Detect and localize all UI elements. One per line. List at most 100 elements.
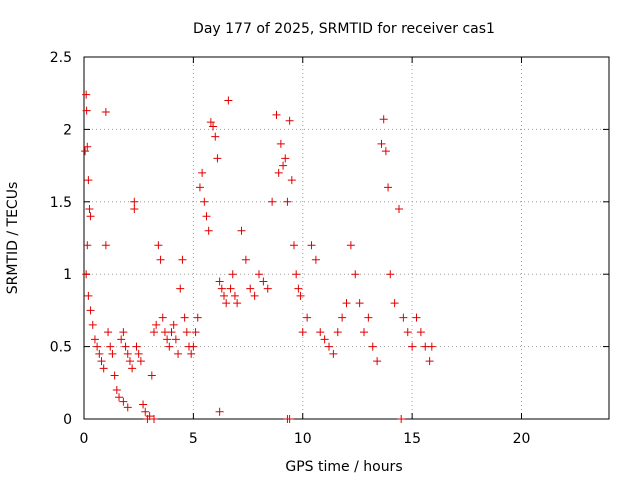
data-point xyxy=(156,255,165,264)
data-point xyxy=(145,412,154,421)
data-point xyxy=(134,349,143,358)
x-tick-label: 5 xyxy=(189,431,198,447)
data-point xyxy=(204,226,213,235)
x-tick-label: 20 xyxy=(513,431,531,447)
data-point xyxy=(390,299,399,308)
x-axis-label: GPS time / hours xyxy=(285,459,402,475)
data-point xyxy=(222,299,231,308)
data-point xyxy=(285,116,294,125)
data-point xyxy=(139,400,148,409)
data-point xyxy=(198,168,207,177)
y-tick-label: 0 xyxy=(63,412,72,428)
data-point xyxy=(152,320,161,329)
data-point xyxy=(182,328,191,337)
data-point xyxy=(83,241,92,250)
data-point xyxy=(106,342,115,351)
data-point xyxy=(403,328,412,337)
data-point xyxy=(384,183,393,192)
data-point xyxy=(283,415,292,423)
y-tick-label: 2.5 xyxy=(50,50,72,66)
data-point xyxy=(425,357,434,366)
axis-ticks: 0 5 10 15 20 0 0.5 1 1.5 2 2.5 xyxy=(50,50,609,447)
data-point xyxy=(84,291,93,300)
data-point xyxy=(224,96,233,105)
data-point xyxy=(99,364,108,373)
data-point xyxy=(165,342,174,351)
data-point xyxy=(296,291,305,300)
data-point xyxy=(412,313,421,322)
data-point xyxy=(101,241,110,250)
data-point xyxy=(255,270,263,279)
data-point xyxy=(171,335,180,344)
data-point xyxy=(158,313,167,322)
data-point xyxy=(130,205,139,214)
data-point xyxy=(377,139,386,148)
data-point xyxy=(150,328,158,337)
data-point xyxy=(355,299,364,308)
y-tick-label: 0.5 xyxy=(50,340,72,356)
data-point xyxy=(82,90,91,99)
data-point xyxy=(82,270,91,279)
data-point xyxy=(81,147,90,156)
data-point xyxy=(101,108,110,117)
data-point xyxy=(217,284,226,293)
data-point xyxy=(274,168,283,177)
data-point xyxy=(88,320,97,329)
data-point xyxy=(211,132,220,141)
data-point xyxy=(93,342,102,351)
x-tick-label: 15 xyxy=(403,431,421,447)
data-point xyxy=(119,328,128,337)
data-point xyxy=(416,328,425,337)
data-point xyxy=(193,313,202,322)
data-point xyxy=(329,349,338,358)
data-point xyxy=(130,197,139,206)
data-point xyxy=(86,212,95,221)
data-point xyxy=(187,349,196,358)
data-point xyxy=(154,241,163,250)
data-point xyxy=(163,335,172,344)
data-point xyxy=(237,226,246,235)
data-point xyxy=(292,270,301,279)
data-point xyxy=(228,270,237,279)
data-point xyxy=(268,197,277,206)
data-point xyxy=(132,342,141,351)
data-point xyxy=(147,371,156,380)
data-point xyxy=(110,371,119,380)
data-point xyxy=(283,197,292,206)
data-point xyxy=(342,299,351,308)
data-point xyxy=(86,306,95,315)
data-point xyxy=(141,407,150,416)
data-point xyxy=(395,205,403,214)
data-point xyxy=(320,335,329,344)
data-point xyxy=(233,299,242,308)
y-tick-label: 1.5 xyxy=(50,195,72,211)
data-point xyxy=(112,386,121,395)
data-point xyxy=(230,291,239,300)
data-point xyxy=(169,320,178,329)
y-axis-label: SRMTID / TECUs xyxy=(5,182,21,295)
data-point xyxy=(397,415,406,423)
data-point xyxy=(104,328,113,337)
data-point xyxy=(128,364,137,373)
data-point xyxy=(191,328,200,337)
data-point xyxy=(381,147,390,156)
data-point xyxy=(279,161,288,170)
data-point xyxy=(95,349,104,358)
data-point xyxy=(97,357,106,366)
data-point xyxy=(294,284,303,293)
grid xyxy=(84,57,609,419)
data-point xyxy=(189,342,198,351)
data-point xyxy=(346,241,355,250)
data-point xyxy=(213,154,222,163)
data-points xyxy=(81,90,436,423)
data-point xyxy=(108,349,117,358)
data-point xyxy=(215,277,224,286)
data-point xyxy=(117,335,126,344)
data-point xyxy=(333,328,342,337)
data-point xyxy=(316,328,325,337)
data-point xyxy=(176,284,185,293)
data-point xyxy=(202,212,211,221)
data-point xyxy=(360,328,368,337)
data-point xyxy=(241,255,250,264)
